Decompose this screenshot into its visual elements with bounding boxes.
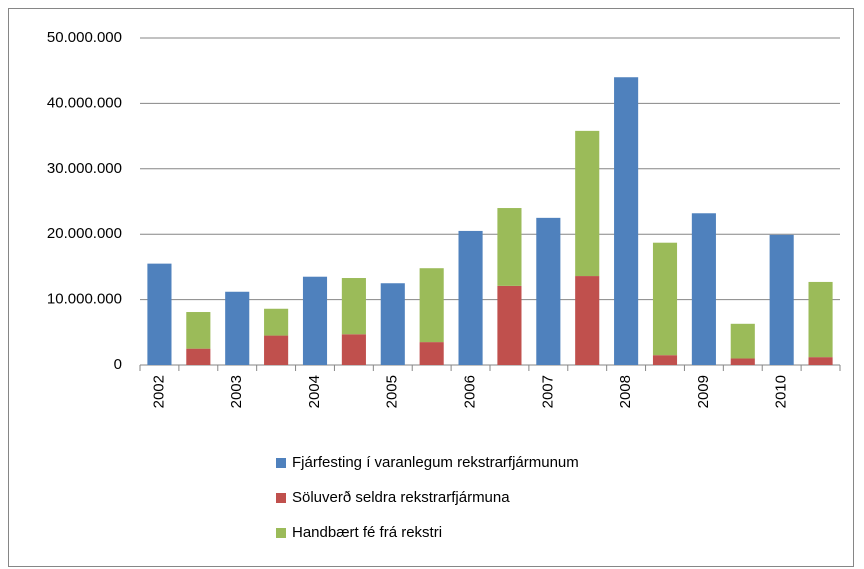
- bar-segment: [614, 77, 639, 366]
- bar-segment: [497, 285, 522, 365]
- y-tick-label: 40.000.000: [47, 94, 122, 111]
- bar-segment: [652, 242, 678, 356]
- bar-segment: [808, 281, 833, 358]
- bar-segment: [225, 291, 250, 365]
- bar-segment: [769, 234, 794, 365]
- bar-segment: [419, 268, 444, 343]
- y-tick-label: 50.000.000: [47, 29, 122, 46]
- x-tick-label: 2007: [539, 375, 556, 408]
- legend-swatch: [276, 528, 286, 538]
- y-tick-label: 10.000.000: [47, 291, 122, 308]
- x-tick-label: 2005: [384, 375, 401, 408]
- x-tick-label: 2006: [462, 375, 479, 408]
- bar-segment: [730, 323, 755, 359]
- bar-segment: [147, 263, 172, 365]
- bar-segment: [302, 276, 328, 365]
- legend-label: Handbært fé frá rekstri: [292, 524, 442, 541]
- bar-segment: [458, 230, 483, 365]
- legend-swatch: [276, 493, 286, 503]
- legend-swatch: [276, 458, 286, 468]
- legend-label: Söluverð seldra rekstrarfjármuna: [292, 489, 510, 506]
- x-tick-label: 2004: [306, 375, 323, 408]
- bar-segment: [264, 335, 289, 365]
- x-tick-label: 2009: [695, 375, 712, 408]
- bar-segment: [691, 213, 716, 365]
- x-tick-label: 2010: [773, 375, 790, 408]
- bar-segment: [264, 308, 289, 336]
- y-tick-label: 0: [114, 356, 122, 373]
- bar-segment: [186, 312, 211, 349]
- y-tick-label: 30.000.000: [47, 160, 122, 177]
- bar-segment: [575, 130, 600, 277]
- bar-segment: [536, 217, 561, 365]
- bar-segment: [341, 278, 366, 335]
- bar-segment: [341, 334, 366, 365]
- bar-segment: [186, 348, 211, 365]
- bar-segment: [652, 355, 678, 365]
- x-tick-label: 2008: [617, 375, 634, 408]
- bar-segment: [808, 357, 833, 365]
- legend-label: Fjárfesting í varanlegum rekstrarfjármun…: [292, 454, 579, 471]
- x-tick-label: 2002: [150, 375, 167, 408]
- bar-segment: [497, 208, 522, 286]
- bar-segment: [419, 342, 444, 365]
- y-tick-label: 20.000.000: [47, 225, 122, 242]
- bar-segment: [575, 276, 600, 365]
- bar-segment: [730, 358, 755, 365]
- bar-segment: [380, 283, 405, 365]
- x-tick-label: 2003: [228, 375, 245, 408]
